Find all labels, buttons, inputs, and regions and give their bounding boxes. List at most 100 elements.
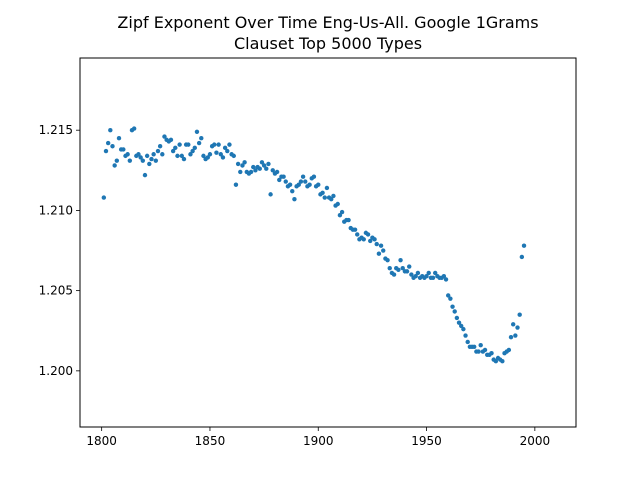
data-point-62 [235, 161, 241, 167]
data-point-0 [101, 195, 107, 200]
y-axis-ticks: 1.200 1.205 1.210 1.215 [39, 123, 80, 378]
data-point-35 [177, 142, 182, 147]
x-axis-ticks: 1800 1850 1900 1950 2000 [86, 427, 550, 448]
y-tick-label-0: 1.200 [39, 364, 73, 378]
data-point-45 [199, 136, 204, 141]
data-point-12 [127, 158, 133, 163]
data-point-2 [105, 140, 111, 146]
data-point-18 [140, 158, 146, 163]
data-point-91 [298, 179, 304, 184]
data-point-109 [337, 213, 343, 218]
data-point-187 [506, 347, 512, 353]
data-point-14 [131, 126, 137, 131]
data-point-171 [472, 344, 477, 349]
data-point-123 [368, 238, 373, 244]
data-point-168 [465, 339, 470, 345]
data-point-52 [214, 150, 219, 155]
data-point-129 [381, 248, 386, 253]
data-point-57 [225, 148, 230, 154]
data-point-7 [116, 136, 122, 141]
data-point-158 [443, 277, 449, 282]
data-point-162 [452, 309, 457, 314]
data-point-26 [157, 144, 163, 149]
data-point-56 [222, 145, 228, 151]
data-point-68 [248, 169, 254, 175]
data-point-3 [108, 128, 113, 133]
data-point-153 [433, 270, 438, 276]
data-point-44 [196, 140, 202, 146]
data-point-60 [231, 153, 236, 159]
data-point-191 [515, 325, 520, 330]
data-point-22 [149, 156, 154, 162]
data-point-17 [138, 155, 143, 160]
data-point-116 [352, 227, 358, 232]
data-point-41 [190, 148, 195, 154]
data-point-189 [510, 322, 516, 327]
x-tick-label-3: 1950 [411, 434, 442, 448]
data-point-48 [205, 155, 210, 160]
data-point-28 [162, 134, 167, 139]
data-point-141 [407, 264, 412, 269]
data-point-157 [441, 273, 447, 279]
data-point-117 [355, 232, 360, 237]
x-tick-label-1: 1850 [195, 434, 226, 448]
data-point-99 [316, 182, 321, 187]
x-tick-label-2: 1900 [303, 434, 334, 448]
data-point-54 [218, 152, 223, 157]
data-point-69 [251, 164, 256, 170]
data-point-32 [170, 148, 176, 154]
data-point-16 [136, 152, 141, 157]
data-point-36 [179, 153, 184, 159]
data-point-53 [216, 142, 221, 147]
data-point-76 [266, 161, 271, 167]
plot-frame [79, 57, 577, 428]
data-point-190 [513, 333, 518, 338]
data-point-142 [409, 272, 414, 277]
data-point-20 [144, 153, 150, 159]
data-point-174 [478, 342, 483, 348]
data-point-83 [281, 174, 286, 179]
data-point-23 [151, 152, 156, 157]
data-point-179 [489, 351, 494, 356]
x-tick-label-4: 2000 [520, 434, 551, 448]
data-point-27 [160, 152, 165, 157]
data-point-140 [404, 269, 410, 274]
data-points [101, 126, 527, 364]
y-tick-label-1: 1.205 [39, 284, 73, 298]
data-point-163 [454, 315, 460, 321]
data-point-173 [476, 349, 481, 354]
data-point-4 [110, 144, 115, 149]
data-point-37 [181, 156, 187, 162]
data-point-161 [450, 304, 455, 309]
data-point-46 [201, 153, 206, 159]
data-point-167 [463, 333, 468, 338]
data-point-113 [346, 217, 351, 223]
data-point-39 [186, 142, 191, 147]
chart-title-line-1: Zipf Exponent Over Time Eng-Us-All. Goog… [117, 13, 538, 32]
data-point-181 [493, 359, 499, 364]
data-point-77 [268, 192, 273, 197]
data-point-188 [508, 334, 514, 340]
data-point-55 [220, 155, 226, 160]
y-tick-label-2: 1.210 [39, 203, 73, 217]
data-point-125 [372, 237, 377, 242]
data-point-72 [257, 166, 262, 171]
data-point-24 [153, 158, 159, 163]
data-point-166 [461, 326, 466, 332]
data-point-193 [519, 254, 525, 260]
data-point-33 [173, 145, 178, 151]
data-point-58 [227, 142, 232, 147]
data-point-40 [188, 152, 193, 157]
data-point-11 [125, 152, 130, 157]
data-point-102 [322, 195, 327, 200]
data-point-122 [365, 232, 371, 237]
data-point-105 [329, 196, 334, 202]
data-point-1 [103, 148, 109, 154]
data-point-42 [192, 145, 197, 151]
data-point-25 [155, 148, 161, 154]
data-point-108 [335, 201, 340, 207]
data-point-9 [121, 147, 126, 152]
data-point-92 [300, 174, 306, 179]
